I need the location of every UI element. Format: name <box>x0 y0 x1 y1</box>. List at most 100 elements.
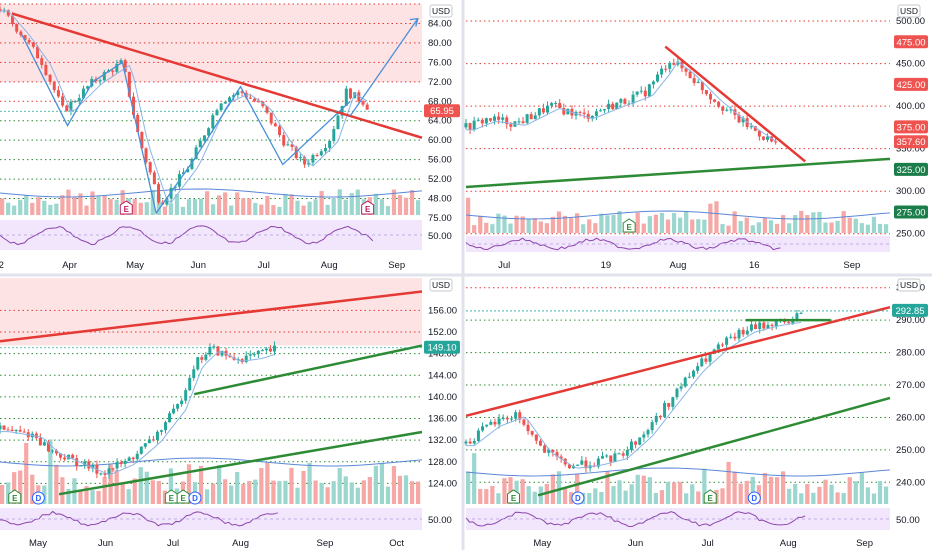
volume-bar <box>373 465 378 504</box>
candle <box>323 147 327 152</box>
volume-bar <box>593 223 598 233</box>
candle <box>286 144 290 146</box>
volume-bar <box>307 462 312 504</box>
dividend-marker-icon[interactable]: D <box>571 491 585 505</box>
volume-bar <box>301 470 306 504</box>
chart-panel-tl[interactable]: E E 84.00 80.00 76.00 72.00 68.00 64.00 60.00 56.… <box>0 3 460 271</box>
candle <box>716 344 720 350</box>
y-tick-label: 400.00 <box>896 101 925 112</box>
earnings-marker-icon[interactable]: E <box>622 218 636 233</box>
candle <box>688 71 692 79</box>
x-tick-label: Aug <box>670 260 687 271</box>
candle <box>192 369 196 378</box>
candle <box>155 431 159 441</box>
volume-bar <box>738 483 743 504</box>
volume-bar <box>349 193 354 215</box>
earnings-marker-icon[interactable]: E <box>361 200 375 215</box>
volume-bar <box>853 481 858 504</box>
volume-bar <box>313 199 318 215</box>
volume-bar <box>217 465 222 504</box>
y-tick-label: 140.00 <box>428 392 457 403</box>
y-tick-label: 290.00 <box>896 315 925 326</box>
event-label: D <box>192 494 198 503</box>
volume-bar <box>605 471 610 504</box>
candle <box>236 91 240 96</box>
candle <box>664 68 668 70</box>
volume-bar <box>289 194 294 215</box>
candle <box>148 162 152 173</box>
volume-bar <box>575 213 580 233</box>
earnings-badge <box>622 218 636 233</box>
candle <box>717 101 721 107</box>
candle <box>721 106 725 111</box>
earnings-marker-icon[interactable]: E <box>506 489 520 504</box>
volume-bar <box>744 480 749 504</box>
dividend-marker-icon[interactable]: D <box>188 491 202 505</box>
candle <box>42 442 46 446</box>
candle <box>667 403 671 407</box>
currency-label: USD <box>429 4 453 18</box>
earnings-marker-icon[interactable]: E <box>8 489 22 504</box>
volume-bar <box>720 224 725 233</box>
chart-panel-br[interactable]: EDED300.00290.00280.00270.00260.00250.00… <box>464 278 929 549</box>
candle <box>476 119 480 121</box>
earnings-marker-icon[interactable]: E <box>119 200 133 215</box>
volume-bar <box>168 203 174 215</box>
dividend-marker-icon[interactable]: D <box>747 491 761 505</box>
dividend-marker-icon[interactable]: D <box>31 491 45 505</box>
volume-bar <box>635 474 640 504</box>
candle <box>543 445 547 453</box>
level-badge: 375.00 <box>894 120 928 134</box>
candle <box>753 126 757 131</box>
volume-bar <box>48 439 53 504</box>
currency-label: USD <box>897 4 921 18</box>
chart-panel-tr[interactable]: E 500.00 450.00 400.00 350.00 300.00 250.00 USD… <box>464 4 929 271</box>
volume-bar <box>12 472 17 504</box>
volume-bar <box>325 204 330 215</box>
volume-bar <box>787 223 792 233</box>
candle <box>159 430 163 432</box>
candle <box>269 112 273 124</box>
volume-bar <box>762 217 768 233</box>
volume-bar <box>708 203 713 233</box>
volume-bar <box>301 205 306 215</box>
volume-bar <box>0 485 5 504</box>
volume-bar <box>665 219 671 233</box>
volume-bar <box>696 491 701 504</box>
volume-bar <box>466 471 471 504</box>
volume-bar <box>835 492 840 504</box>
candle <box>278 126 282 136</box>
volume-bar <box>641 223 646 233</box>
candle <box>754 324 758 329</box>
volume-average-line <box>465 210 891 220</box>
candle <box>55 450 59 454</box>
y-tick-label: 240.00 <box>896 477 925 488</box>
volume-bar <box>223 479 228 504</box>
candle <box>522 419 526 425</box>
y-tick-label: 56.00 <box>428 155 452 166</box>
volume-bar <box>684 211 689 233</box>
dividend-badge <box>571 491 585 505</box>
level-badge-box <box>894 77 928 91</box>
volume-bar <box>415 481 421 504</box>
level-badge-text: 475.00 <box>896 37 925 48</box>
y-tick-label: 48.00 <box>428 194 452 205</box>
volume-bar <box>355 189 360 215</box>
y-tick-label: 270.00 <box>896 380 925 391</box>
candle <box>493 116 497 121</box>
candle <box>605 455 609 457</box>
candle <box>509 124 513 127</box>
candle <box>248 97 252 99</box>
candle <box>10 429 14 432</box>
volume-bar <box>841 211 846 233</box>
earnings-marker-icon[interactable]: E <box>703 489 717 504</box>
candle <box>770 324 774 327</box>
volume-bar <box>823 479 828 504</box>
volume-bar <box>859 472 864 504</box>
chart-panel-bl[interactable]: E D E E D156.00152.00148.00144.00140.00136.0… <box>0 278 460 549</box>
y-tick-label: 450.00 <box>896 59 925 70</box>
candle <box>603 109 607 111</box>
y-tick-label: 500.00 <box>896 16 925 27</box>
volume-bar <box>253 202 258 215</box>
